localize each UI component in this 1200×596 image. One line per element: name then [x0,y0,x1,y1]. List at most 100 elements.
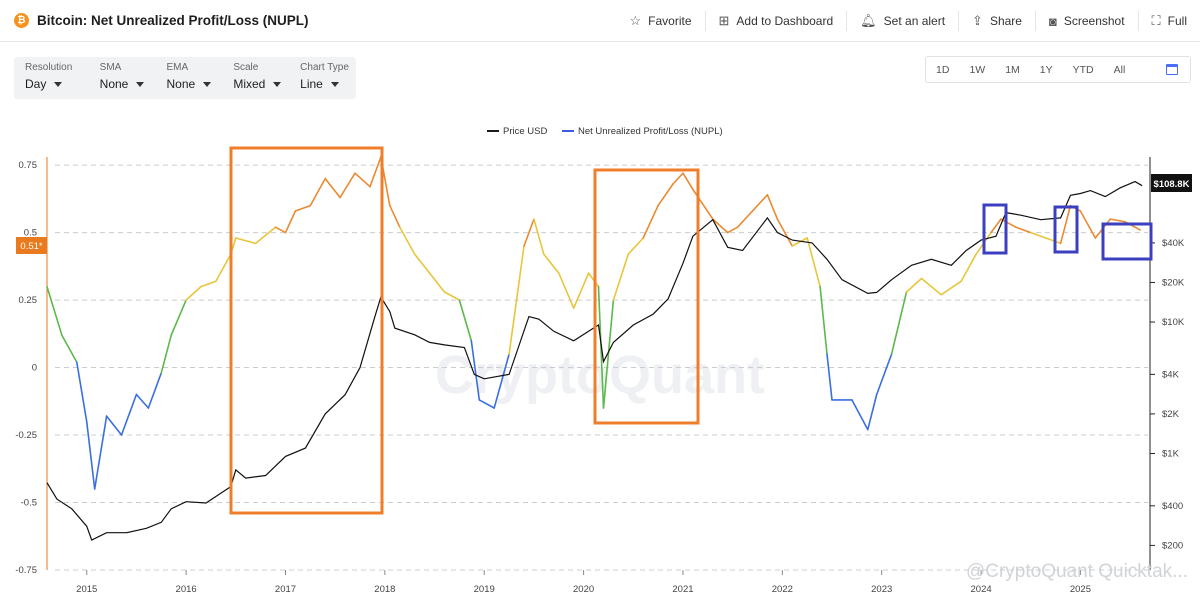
ema-value: None [167,77,223,91]
nupl-segment [612,253,630,301]
nupl-segment [692,188,714,220]
sma-value: None [100,77,156,91]
x-tick-label: 2020 [573,584,594,595]
x-tick-label: 2024 [971,584,992,595]
range-1y-button[interactable]: 1Y [1039,63,1053,76]
nupl-segment [875,353,893,396]
range-ytd-button[interactable]: YTD [1072,63,1094,76]
left-tick-label: -0.5 [21,498,37,509]
set-alert-label: Set an alert [883,14,946,28]
legend-price-label: Price USD [503,126,547,137]
nupl-segment [398,226,416,255]
nupl-segment [339,172,356,199]
title-area: ₿ Bitcoin: Net Unrealized Profit/Loss (N… [0,13,309,28]
nupl-segment [736,210,754,228]
x-tick-label: 2021 [672,584,693,595]
add-to-dashboard-label: Add to Dashboard [736,14,834,28]
sma-label: SMA [99,62,122,73]
nupl-segment [443,291,461,301]
nupl-segment [1079,210,1097,239]
nupl-chart[interactable]: Price USD Net Unrealized Profit/Loss (NU… [0,115,1200,596]
nupl-segment [542,253,560,274]
chart-legend: Price USD Net Unrealized Profit/Loss (NU… [487,126,723,137]
nupl-segment [135,393,150,409]
annotation-box-2021-cycle [593,168,700,425]
nupl-segment [1015,226,1032,234]
source-watermark: @CryptoQuant Quicktak... [966,561,1188,582]
nupl-segment [85,420,96,490]
sma-select[interactable]: SMA None [89,57,156,99]
chevron-down-icon [330,81,339,87]
chart-grid [55,164,1148,571]
chevron-down-icon [273,81,282,87]
fullscreen-label: Full [1167,14,1187,28]
nupl-segment [458,299,473,342]
left-tick-label: 0.5 [24,228,37,239]
legend-nupl-label: Net Unrealized Profit/Loss (NUPL) [578,126,723,137]
nupl-segment [627,237,645,255]
nupl-segment [93,415,108,490]
nupl-segment [751,194,769,212]
add-to-dashboard-button[interactable]: ⊞ Add to Dashboard [704,11,847,31]
right-tick-label: $10K [1162,317,1185,328]
nupl-segment [235,237,257,245]
right-tick-label: $200 [1162,540,1183,551]
ema-label: EMA [166,62,189,73]
resolution-select[interactable]: Resolution Day [14,57,89,99]
share-button[interactable]: ⇪ Share [958,11,1035,31]
nupl-segment [766,194,779,220]
nupl-segment [990,218,1002,234]
screenshot-label: Screenshot [1063,14,1125,28]
nupl-segment [254,226,277,245]
x-tick-label: 2022 [772,584,793,595]
nupl-segment [185,285,202,301]
nupl-segment [508,245,525,355]
calendar-icon[interactable] [1166,64,1178,75]
chart-type-select[interactable]: Chart Type Line [289,57,356,99]
screenshot-button[interactable]: ◙ Screenshot [1034,11,1138,31]
nupl-segment [369,156,382,188]
range-all-button[interactable]: All [1113,63,1126,76]
range-1m-button[interactable]: 1M [1005,63,1020,76]
chart-type-value: Line [300,77,356,91]
nupl-segment [470,339,481,401]
right-tick-label: $40K [1162,238,1185,249]
range-1w-button[interactable]: 1W [969,63,986,76]
current-price-badge [1151,174,1192,192]
page-header: ₿ Bitcoin: Net Unrealized Profit/Loss (N… [0,0,1200,42]
nupl-segment [1109,218,1126,223]
set-alert-button[interactable]: 🔔︎ Set an alert [846,11,958,31]
nupl-segment [523,218,535,247]
cryptoquant-watermark: CryptoQuant [435,345,765,405]
ema-select[interactable]: EMA None [156,57,223,99]
x-axis-ticks: 2015 2016 2017 2018 2019 2020 2021 2022 2023 2024… [76,570,1091,595]
nupl-segment [170,299,187,336]
x-tick-label: 2019 [474,584,495,595]
chevron-down-icon [136,81,145,87]
left-tick-label: 0 [32,363,37,374]
header-actions: ☆ Favorite ⊞ Add to Dashboard 🔔︎ Set an ale… [617,0,1200,42]
nupl-segment [215,253,232,282]
share-icon: ⇪ [972,13,983,28]
scale-select[interactable]: Scale Mixed [222,57,289,99]
nupl-segment [61,334,78,363]
range-1d-button[interactable]: 1D [936,63,950,76]
nupl-segment [890,291,908,355]
favorite-button[interactable]: ☆ Favorite [617,11,705,31]
fullscreen-button[interactable]: ⛶ Full [1137,11,1200,31]
nupl-segment [819,285,828,355]
nupl-segment [478,399,496,409]
nupl-segment [960,253,977,282]
nupl-segment [493,353,510,409]
x-tick-label: 2023 [871,584,892,595]
share-label: Share [989,14,1022,28]
nupl-segment [572,272,590,309]
nupl-segment [324,177,341,199]
nupl-segment [76,361,88,423]
nupl-segment [851,399,869,431]
nupl-segment [200,280,217,288]
annotation-box-2017-cycle [229,146,384,515]
nupl-segment [294,204,312,212]
resolution-label: Resolution [25,62,73,73]
nupl-segment [354,172,371,188]
